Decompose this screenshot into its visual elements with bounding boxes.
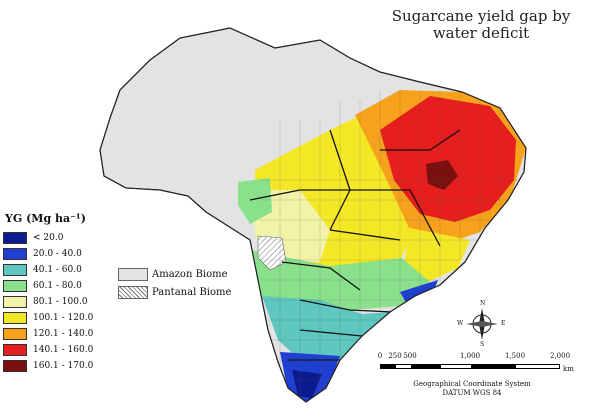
legend-row: < 20.0 [3,231,123,245]
map-title-line1: Sugarcane yield gap by [391,7,571,25]
zone-40-60 [262,296,392,360]
zone-140-160 [380,96,516,222]
municipal-borders [260,90,520,400]
legend-row: 40.1 - 60.0 [3,263,123,277]
compass-rose-icon [466,308,498,340]
coord-line2: DATUM WGS 84 [442,389,502,397]
biome-legend-amazon: Amazon Biome [118,268,231,281]
legend-row: 120.1 - 140.0 [3,327,123,341]
legend-label: 140.1 - 160.0 [33,345,94,355]
scale-tick-label: 250 [388,352,402,360]
legend-label: 120.1 - 140.0 [33,329,94,339]
zone-100-120-east [404,228,470,282]
legend-title: YG (Mg ha⁻¹) [5,212,86,225]
legend-swatch [3,328,27,340]
scale-unit: km [563,365,574,373]
state-borders [249,129,461,361]
scale-tick-label: 0 [377,352,383,360]
legend-swatch [3,344,27,356]
legend-swatch [3,232,27,244]
compass-s: S [480,341,485,348]
scale-tick-label: 1,500 [504,352,526,360]
legend-row: 60.1 - 80.0 [3,279,123,293]
biome-legend-pantanal: Pantanal Biome [118,286,231,299]
zone-below-20 [292,370,322,398]
compass-e: E [501,320,506,327]
legend-row: 140.1 - 160.0 [3,343,123,357]
legend-label: 20.0 - 40.0 [33,249,82,259]
legend-label: 40.1 - 60.0 [33,265,82,275]
map-title: Sugarcane yield gap by water deficit [386,8,576,42]
legend-row: 80.1 - 100.0 [3,295,123,309]
scale-bar: 0 250 500 1,000 1,500 2,000 km [377,352,590,373]
coord-line1: Geographical Coordinate System [413,380,531,388]
biome-legend: Amazon Biome Pantanal Biome [118,268,231,304]
north-arrow: N S E W [457,300,506,348]
amazon-label: Amazon Biome [152,269,228,280]
pantanal-swatch [118,286,148,299]
amazon-swatch [118,268,148,281]
coordinate-system-note: Geographical Coordinate System DATUM WGS… [392,380,552,398]
yield-gap-legend: YG (Mg ha⁻¹) < 20.0 20.0 - 40.0 40.1 - 60.… [3,212,123,375]
legend-row: 20.0 - 40.0 [3,247,123,261]
legend-swatch [3,280,27,292]
legend-label: 100.1 - 120.0 [33,313,94,323]
legend-row: 160.1 - 170.0 [3,359,123,373]
scale-tick-label: 2,000 [549,352,571,360]
legend-swatch [3,296,27,308]
scale-tick-label: 1,000 [459,352,481,360]
pantanal-biome-region [257,235,287,271]
legend-swatch [3,264,27,276]
legend-label: 160.1 - 170.0 [33,361,94,371]
legend-swatch [3,312,27,324]
legend-row: 100.1 - 120.0 [3,311,123,325]
zone-60-80-west [238,178,272,224]
scale-bar-graphic [380,364,560,369]
map-title-line2: water deficit [432,24,530,42]
legend-swatch [3,248,27,260]
legend-swatch [3,360,27,372]
pantanal-label: Pantanal Biome [152,287,232,298]
scale-labels: 0 250 500 1,000 1,500 2,000 [377,352,590,362]
legend-label: 60.1 - 80.0 [33,281,82,291]
scale-tick-label: 500 [403,352,417,360]
compass-n: N [480,300,486,307]
compass-w: W [457,320,464,327]
legend-label: 80.1 - 100.0 [33,297,88,307]
legend-label: < 20.0 [33,233,64,243]
zone-160-170 [426,160,458,190]
